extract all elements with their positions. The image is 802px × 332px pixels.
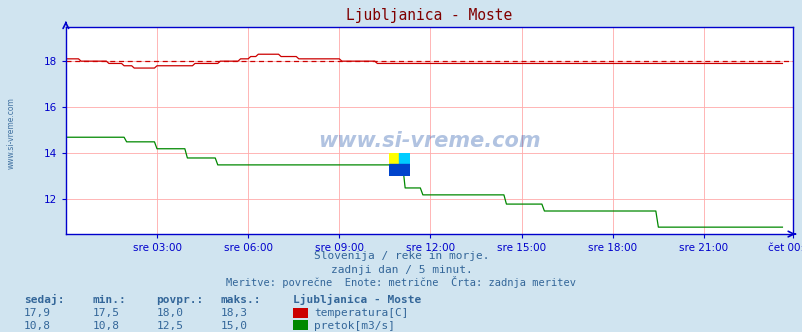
Text: 10,8: 10,8 xyxy=(92,321,119,331)
Text: temperatura[C]: temperatura[C] xyxy=(314,308,408,318)
Text: www.si-vreme.com: www.si-vreme.com xyxy=(6,97,16,169)
Text: www.si-vreme.com: www.si-vreme.com xyxy=(318,131,540,151)
Text: povpr.:: povpr.: xyxy=(156,295,204,305)
Text: Slovenija / reke in morje.: Slovenija / reke in morje. xyxy=(314,251,488,261)
Text: 17,9: 17,9 xyxy=(24,308,51,318)
Text: maks.:: maks.: xyxy=(221,295,261,305)
Bar xyxy=(389,164,399,176)
Text: 17,5: 17,5 xyxy=(92,308,119,318)
Text: 10,8: 10,8 xyxy=(24,321,51,331)
Text: 15,0: 15,0 xyxy=(221,321,248,331)
Text: 18,3: 18,3 xyxy=(221,308,248,318)
Text: 18,0: 18,0 xyxy=(156,308,184,318)
Bar xyxy=(399,153,409,164)
Text: Meritve: povrečne  Enote: metrične  Črta: zadnja meritev: Meritve: povrečne Enote: metrične Črta: … xyxy=(226,276,576,288)
Bar xyxy=(399,164,409,176)
Text: sedaj:: sedaj: xyxy=(24,294,64,305)
Title: Ljubljanica - Moste: Ljubljanica - Moste xyxy=(346,8,512,23)
Text: zadnji dan / 5 minut.: zadnji dan / 5 minut. xyxy=(330,265,472,275)
Bar xyxy=(389,153,399,164)
Text: min.:: min.: xyxy=(92,295,126,305)
Text: 12,5: 12,5 xyxy=(156,321,184,331)
Text: Ljubljanica - Moste: Ljubljanica - Moste xyxy=(293,294,421,305)
Text: pretok[m3/s]: pretok[m3/s] xyxy=(314,321,395,331)
